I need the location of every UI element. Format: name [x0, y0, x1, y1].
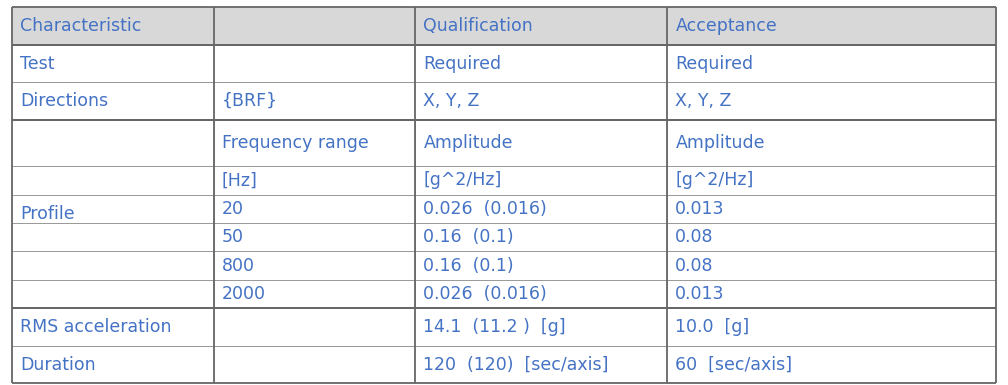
Bar — [12, 166, 996, 195]
Bar — [12, 82, 996, 120]
Text: Test: Test — [20, 55, 54, 73]
Text: 2000: 2000 — [222, 285, 266, 303]
Bar — [12, 308, 996, 346]
Text: 14.1  (11.2 )  [g]: 14.1 (11.2 ) [g] — [423, 318, 565, 336]
Bar — [12, 195, 996, 223]
Text: 60  [sec/axis]: 60 [sec/axis] — [675, 356, 792, 373]
Text: Profile: Profile — [20, 205, 75, 223]
Text: 800: 800 — [222, 257, 255, 275]
Text: Amplitude: Amplitude — [423, 134, 513, 152]
Text: Duration: Duration — [20, 356, 96, 373]
Text: {BRF}: {BRF} — [222, 92, 278, 110]
Bar — [12, 223, 996, 251]
Text: X, Y, Z: X, Y, Z — [675, 92, 732, 110]
Text: Required: Required — [423, 55, 502, 73]
Text: [g^2/Hz]: [g^2/Hz] — [675, 171, 754, 189]
Text: 0.013: 0.013 — [675, 200, 725, 218]
Bar — [12, 120, 996, 166]
Text: 0.08: 0.08 — [675, 228, 714, 246]
Text: 0.026  (0.016): 0.026 (0.016) — [423, 285, 547, 303]
Text: Directions: Directions — [20, 92, 108, 110]
Text: Required: Required — [675, 55, 754, 73]
Text: Characteristic: Characteristic — [20, 17, 141, 35]
Text: 0.08: 0.08 — [675, 257, 714, 275]
Text: X, Y, Z: X, Y, Z — [423, 92, 480, 110]
Text: 0.026  (0.016): 0.026 (0.016) — [423, 200, 547, 218]
Text: 0.16  (0.1): 0.16 (0.1) — [423, 228, 514, 246]
Text: 0.013: 0.013 — [675, 285, 725, 303]
Text: Frequency range: Frequency range — [222, 134, 369, 152]
Text: RMS acceleration: RMS acceleration — [20, 318, 171, 336]
Bar — [12, 7, 996, 45]
Bar — [12, 346, 996, 383]
Bar — [12, 251, 996, 280]
Text: 20: 20 — [222, 200, 244, 218]
Text: [Hz]: [Hz] — [222, 171, 258, 189]
Text: [g^2/Hz]: [g^2/Hz] — [423, 171, 502, 189]
Text: 10.0  [g]: 10.0 [g] — [675, 318, 750, 336]
Text: 120  (120)  [sec/axis]: 120 (120) [sec/axis] — [423, 356, 609, 373]
Bar — [12, 280, 996, 308]
Text: Amplitude: Amplitude — [675, 134, 765, 152]
Text: 50: 50 — [222, 228, 244, 246]
Bar — [12, 45, 996, 82]
Text: 0.16  (0.1): 0.16 (0.1) — [423, 257, 514, 275]
Text: Qualification: Qualification — [423, 17, 533, 35]
Text: Acceptance: Acceptance — [675, 17, 777, 35]
